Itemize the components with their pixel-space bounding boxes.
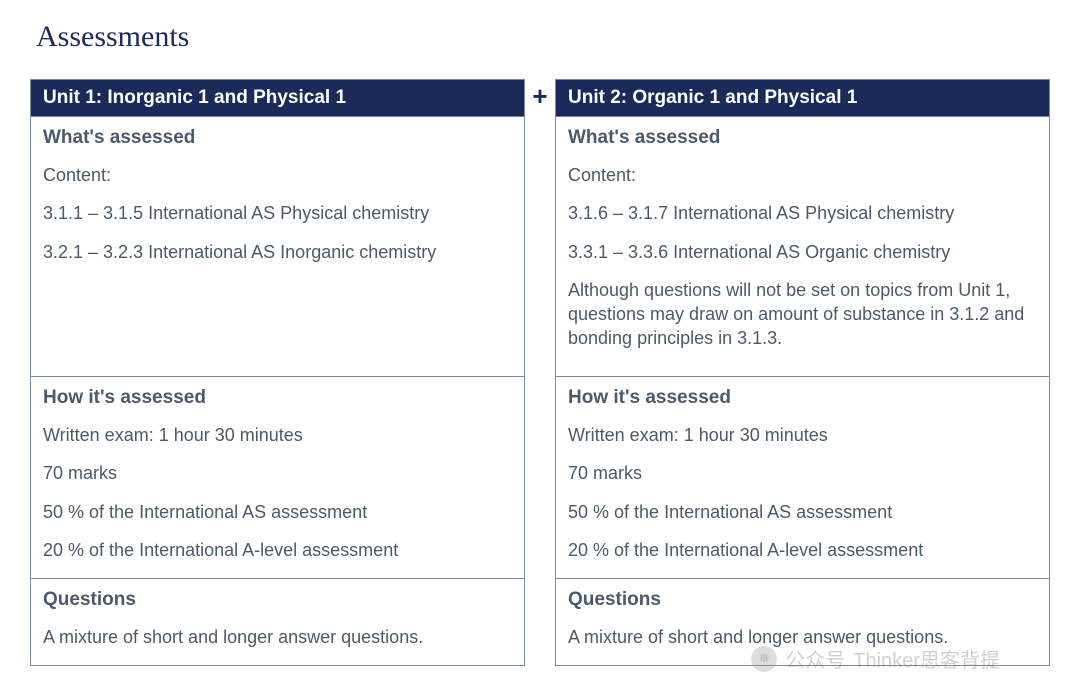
how-line-2-1: 70 marks [568, 461, 1037, 485]
units-row: Unit 1: Inorganic 1 and Physical 1 What'… [30, 79, 1050, 666]
unit-card-1: Unit 1: Inorganic 1 and Physical 1 What'… [30, 79, 525, 666]
how-assessed-title-1: How it's assessed [43, 387, 512, 409]
questions-title-1: Questions [43, 589, 512, 611]
content-line-2-1: 3.3.1 – 3.3.6 International AS Organic c… [568, 240, 1037, 264]
whats-assessed-title-1: What's assessed [43, 127, 512, 149]
page-title: Assessments [36, 20, 1050, 54]
content-line-2-0: 3.1.6 – 3.1.7 International AS Physical … [568, 201, 1037, 225]
whats-assessed-title-2: What's assessed [568, 127, 1037, 149]
unit-card-2: Unit 2: Organic 1 and Physical 1 What's … [555, 79, 1050, 666]
plus-separator: + [525, 79, 555, 113]
how-assessed-title-2: How it's assessed [568, 387, 1037, 409]
how-line-1-0: Written exam: 1 hour 30 minutes [43, 423, 512, 447]
how-line-1-2: 50 % of the International AS assessment [43, 500, 512, 524]
questions-text-2: A mixture of short and longer answer que… [568, 625, 1037, 649]
how-line-2-3: 20 % of the International A-level assess… [568, 538, 1037, 562]
content-note-2: Although questions will not be set on to… [568, 278, 1037, 351]
questions-2: Questions A mixture of short and longer … [556, 578, 1049, 665]
content-line-1-1: 3.2.1 – 3.2.3 International AS Inorganic… [43, 240, 512, 264]
whats-assessed-1: What's assessed Content: 3.1.1 – 3.1.5 I… [31, 116, 524, 376]
unit-header-2: Unit 2: Organic 1 and Physical 1 [556, 80, 1049, 116]
how-assessed-1: How it's assessed Written exam: 1 hour 3… [31, 376, 524, 578]
how-line-2-0: Written exam: 1 hour 30 minutes [568, 423, 1037, 447]
content-label-2: Content: [568, 163, 1037, 187]
how-line-1-1: 70 marks [43, 461, 512, 485]
unit-header-1: Unit 1: Inorganic 1 and Physical 1 [31, 80, 524, 116]
questions-1: Questions A mixture of short and longer … [31, 578, 524, 665]
how-line-1-3: 20 % of the International A-level assess… [43, 538, 512, 562]
questions-text-1: A mixture of short and longer answer que… [43, 625, 512, 649]
how-line-2-2: 50 % of the International AS assessment [568, 500, 1037, 524]
questions-title-2: Questions [568, 589, 1037, 611]
content-label-1: Content: [43, 163, 512, 187]
content-line-1-0: 3.1.1 – 3.1.5 International AS Physical … [43, 201, 512, 225]
whats-assessed-2: What's assessed Content: 3.1.6 – 3.1.7 I… [556, 116, 1049, 376]
how-assessed-2: How it's assessed Written exam: 1 hour 3… [556, 376, 1049, 578]
